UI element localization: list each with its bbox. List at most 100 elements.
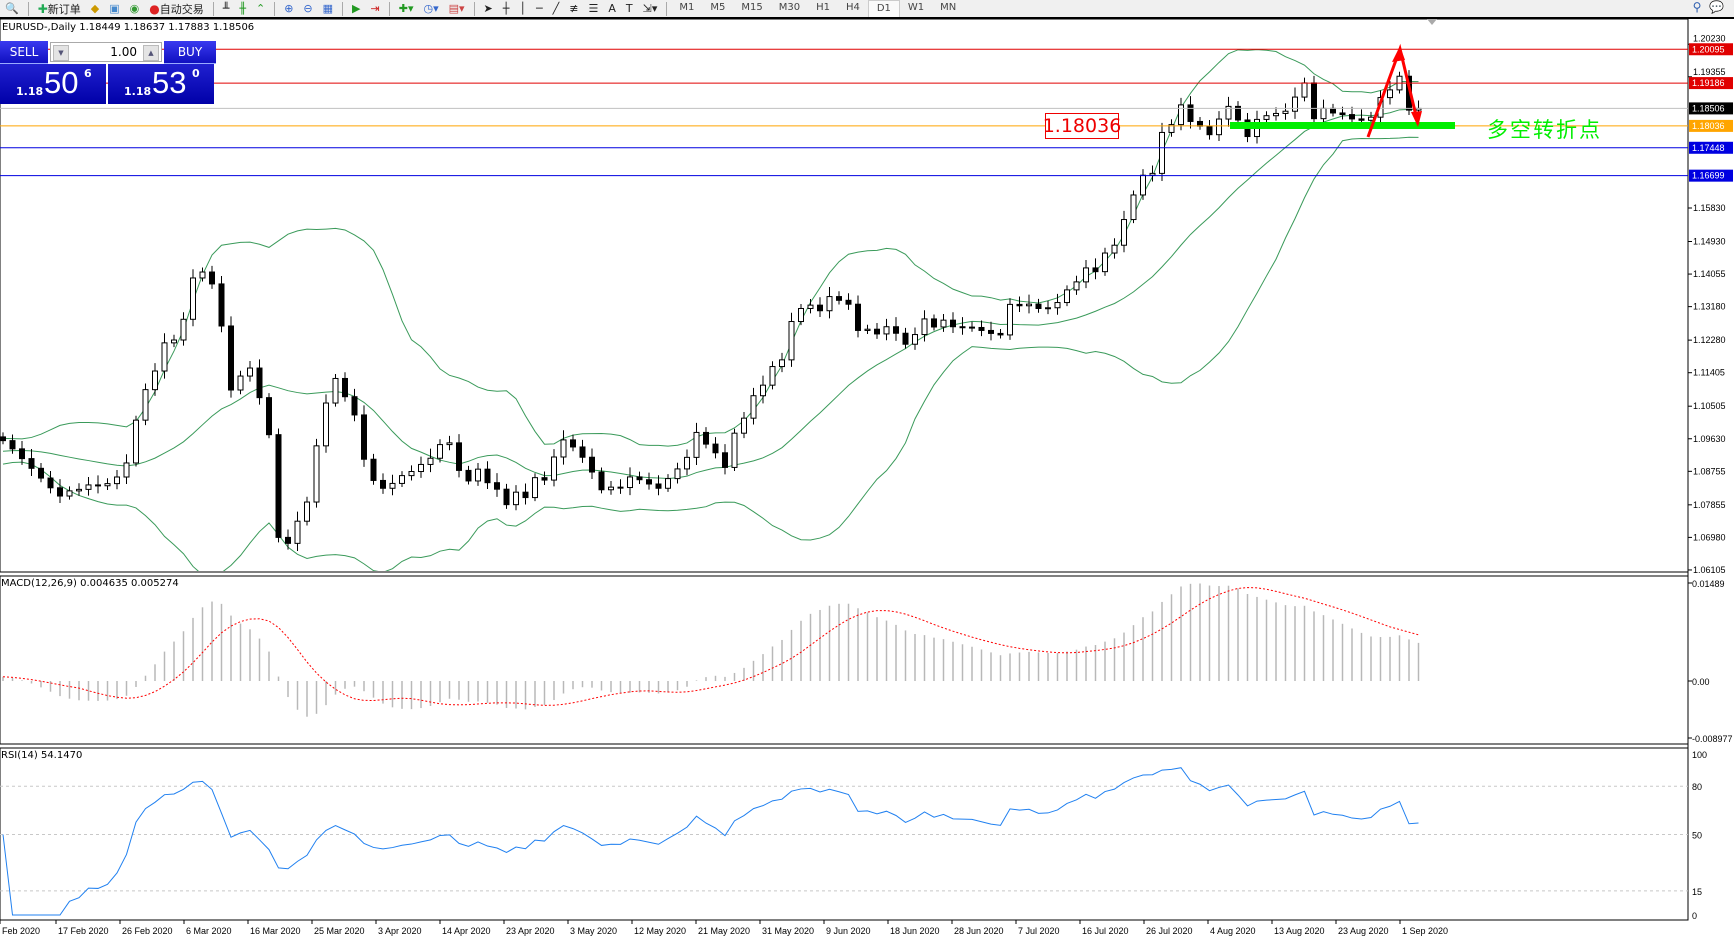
candle — [1387, 81, 1393, 105]
lot-increase-button[interactable]: ▲ — [143, 45, 159, 61]
chat-icon[interactable]: 💬 — [1709, 0, 1724, 14]
candle — [47, 471, 54, 494]
candle — [959, 317, 966, 335]
candle-body — [484, 468, 491, 484]
lot-value[interactable]: 1.00 — [110, 45, 137, 59]
candle-body — [1216, 118, 1222, 136]
candle — [570, 434, 576, 452]
buy-price[interactable]: 1.18 53 0 — [108, 64, 214, 104]
terminal-icon[interactable]: ▣ — [109, 2, 120, 15]
date-label: 1 Sep 2020 — [1402, 926, 1448, 936]
candle — [408, 465, 415, 481]
price-label: 1.18036 — [1692, 121, 1725, 131]
timeframe-h4[interactable]: H4 — [845, 2, 860, 13]
candle — [66, 486, 73, 500]
candle — [807, 298, 814, 314]
timeframe-m15[interactable]: M15 — [741, 2, 763, 13]
candle — [1054, 293, 1061, 315]
candle — [912, 327, 918, 350]
metaeditor-icon[interactable]: ◆ — [90, 2, 100, 15]
candle — [209, 265, 215, 289]
lot-decrease-button[interactable]: ▼ — [53, 45, 69, 61]
candle — [826, 287, 833, 319]
signal-icon[interactable]: ◉ — [129, 2, 140, 15]
chart-shift-icon[interactable]: ⇥ — [370, 2, 380, 15]
candle-body — [1149, 172, 1156, 176]
bar-chart-icon[interactable]: ╨ — [222, 2, 230, 15]
price-tick-label: 1.14930 — [1693, 236, 1726, 246]
candle — [627, 467, 633, 496]
candle-body — [798, 307, 804, 323]
date-label: 12 May 2020 — [634, 926, 686, 936]
candle — [161, 333, 168, 379]
candle-body — [760, 384, 766, 397]
candle — [589, 448, 595, 479]
price-label: 1.17448 — [1692, 143, 1725, 153]
indicators-icon[interactable]: ✚▾ — [398, 2, 414, 15]
candle-body — [418, 463, 424, 473]
candle — [788, 312, 795, 367]
candle-body — [408, 471, 415, 477]
tile-windows-icon[interactable]: ▦ — [322, 2, 334, 15]
candle — [19, 440, 25, 465]
search-icon[interactable]: ⚲ 💬 — [1692, 0, 1724, 14]
timeframe-m30[interactable]: M30 — [778, 2, 801, 13]
text-icon[interactable]: A — [608, 2, 616, 15]
candlestick-icon[interactable]: ╫ — [239, 2, 246, 15]
candle-body — [1073, 281, 1080, 291]
price-label-bg — [1689, 169, 1733, 182]
candle-body — [475, 468, 481, 482]
candle-body — [1102, 252, 1108, 273]
candle-body — [380, 479, 386, 489]
horizontal-line-icon[interactable]: ─ — [536, 2, 543, 15]
level-annotation[interactable]: 1.18036 — [1042, 113, 1122, 139]
zoom-tool-icon[interactable]: 🔍 — [5, 2, 19, 15]
vertical-line-icon[interactable]: │ — [519, 2, 526, 15]
auto-trading-button[interactable]: ● 自动交易 — [144, 1, 208, 17]
arrows-icon[interactable]: ⇲▾ — [642, 2, 658, 15]
candle-body — [133, 419, 139, 464]
text-label-icon[interactable]: T — [625, 2, 633, 15]
macd-signal-line — [2, 587, 1419, 706]
rsi-axis-label: 0 — [1692, 911, 1697, 921]
candle-body — [627, 476, 633, 489]
candle-body — [712, 443, 719, 454]
candle-body — [560, 439, 567, 458]
sell-price[interactable]: 1.18 50 6 — [0, 64, 106, 104]
timeframe-h1[interactable]: H1 — [816, 2, 830, 13]
zoom-in-icon[interactable]: ⊕ — [284, 2, 294, 15]
timeframe-d1[interactable]: D1 — [867, 0, 900, 17]
fibo-channel-icon[interactable]: ≢ — [569, 2, 579, 15]
lot-size-input[interactable]: ▼ 1.00 ▲ — [50, 42, 162, 62]
candle-body — [959, 326, 966, 329]
timeframe-m5[interactable]: M5 — [710, 2, 726, 13]
buy-button[interactable]: BUY — [164, 41, 216, 64]
fibo-icon[interactable]: ☰ — [588, 2, 599, 15]
candle-body — [494, 482, 500, 490]
auto-scroll-icon[interactable]: ▶ — [352, 2, 361, 15]
price-tick-label: 1.13180 — [1693, 302, 1726, 312]
sell-button[interactable]: SELL — [0, 41, 48, 64]
candle-body — [1092, 267, 1099, 273]
trendline-icon[interactable]: ╱ — [552, 2, 560, 15]
templates-icon[interactable]: ▤▾ — [448, 2, 465, 15]
zoom-out-icon[interactable]: ⊖ — [303, 2, 313, 15]
cursor-icon[interactable]: ➤ — [483, 2, 493, 15]
timeframe-w1[interactable]: W1 — [907, 2, 925, 13]
candle-body — [275, 434, 282, 538]
line-chart-icon[interactable]: ⌃ — [255, 2, 266, 15]
candle-body — [902, 332, 909, 345]
candle — [228, 316, 234, 398]
candle-body — [465, 469, 472, 482]
timeframe-mn[interactable]: MN — [940, 2, 957, 13]
turning-point-annotation[interactable]: 多空转折点 — [1487, 118, 1602, 142]
timeframe-m1[interactable]: M1 — [679, 2, 695, 13]
crosshair-icon[interactable]: ┼ — [502, 2, 510, 15]
candle-body — [874, 328, 880, 335]
new-order-button[interactable]: ✚ 新订单 — [33, 1, 86, 17]
candle-body — [76, 488, 82, 492]
candle — [1035, 298, 1042, 313]
candle-body — [218, 283, 225, 327]
periods-icon[interactable]: ◷▾ — [423, 2, 439, 15]
